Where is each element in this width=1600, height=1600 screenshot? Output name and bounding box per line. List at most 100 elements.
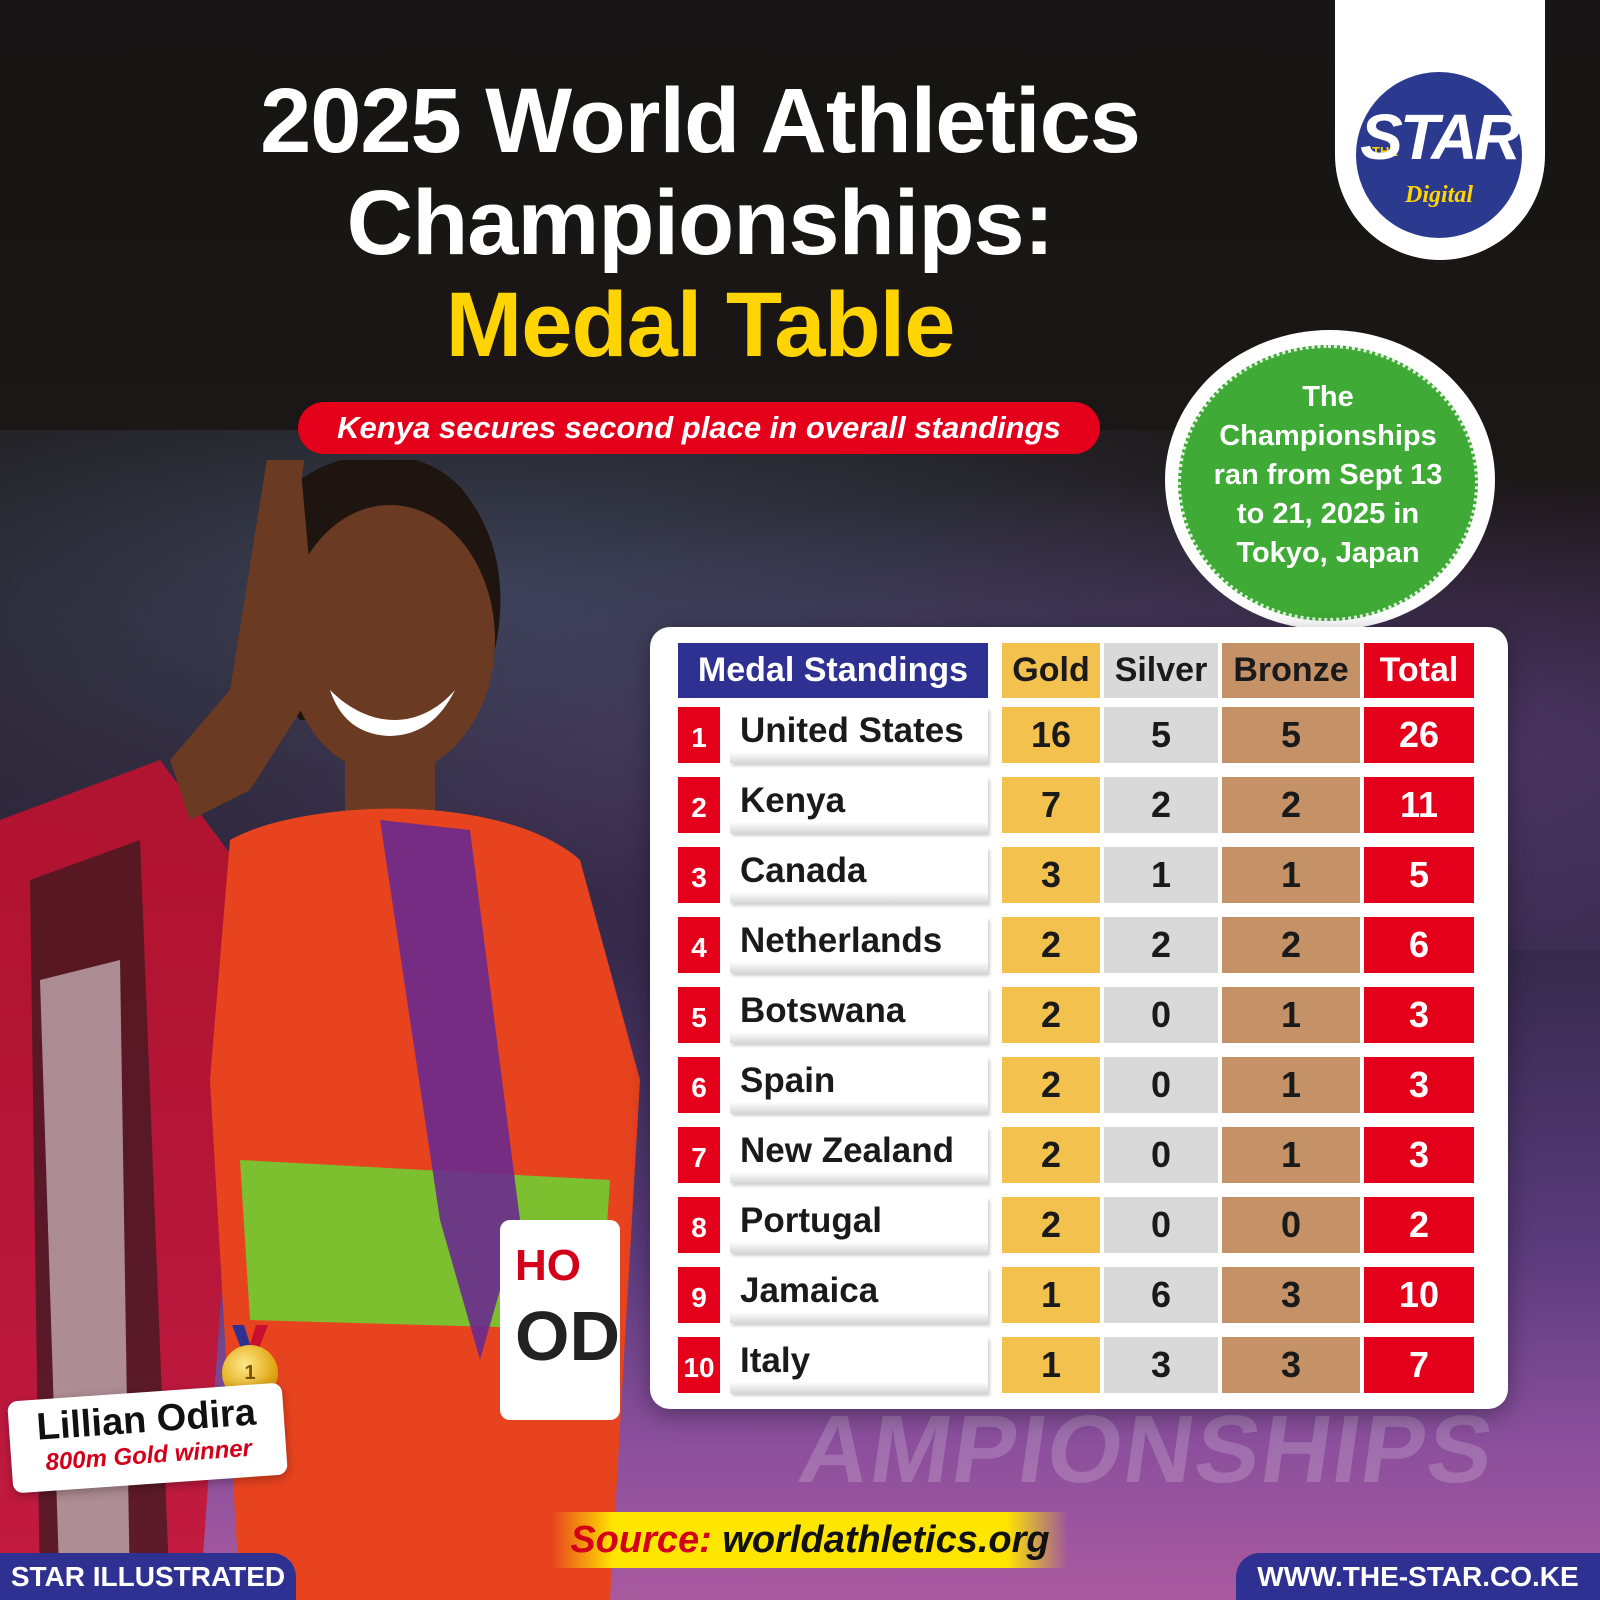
- source-line: Source: worldathletics.org: [552, 1512, 1068, 1568]
- table-row: 2 Kenya 7 2 2 11: [650, 777, 1508, 833]
- footer-star-illustrated: STAR ILLUSTRATED: [0, 1553, 296, 1600]
- logo-star-text: STAR: [1360, 101, 1520, 173]
- rank-badge: 7: [678, 1127, 720, 1183]
- total-count: 6: [1364, 917, 1474, 973]
- country-name: New Zealand: [730, 1127, 988, 1183]
- gold-count: 3: [1002, 847, 1100, 903]
- country-name: United States: [730, 707, 988, 763]
- country-name: Jamaica: [730, 1267, 988, 1323]
- total-count: 3: [1364, 987, 1474, 1043]
- table-row: 1 United States 16 5 5 26: [650, 707, 1508, 763]
- bronze-count: 2: [1222, 777, 1360, 833]
- subtitle-banner: Kenya secures second place in overall st…: [298, 402, 1100, 454]
- table-row: 4 Netherlands 2 2 2 6: [650, 917, 1508, 973]
- rank-badge: 3: [678, 847, 720, 903]
- table-row: 7 New Zealand 2 0 1 3: [650, 1127, 1508, 1183]
- gold-count: 2: [1002, 1197, 1100, 1253]
- silver-count: 6: [1104, 1267, 1218, 1323]
- gold-count: 16: [1002, 707, 1100, 763]
- badge-line: ran from Sept 13: [1213, 459, 1443, 491]
- badge-line: to 21, 2025 in: [1236, 498, 1420, 530]
- source-value[interactable]: worldathletics.org: [722, 1519, 1050, 1561]
- badge-line: The: [1302, 381, 1354, 413]
- bronze-count: 0: [1222, 1197, 1360, 1253]
- silver-count: 0: [1104, 987, 1218, 1043]
- logo-the-text: THE: [1372, 144, 1398, 159]
- silver-count: 0: [1104, 1057, 1218, 1113]
- bronze-count: 3: [1222, 1267, 1360, 1323]
- table-row: 10 Italy 1 3 3 7: [650, 1337, 1508, 1393]
- athlete-caption: Lillian Odira 800m Gold winner: [7, 1382, 288, 1494]
- table-row: 9 Jamaica 1 6 3 10: [650, 1267, 1508, 1323]
- bronze-count: 1: [1222, 1057, 1360, 1113]
- total-count: 26: [1364, 707, 1474, 763]
- header-total: Total: [1364, 643, 1474, 698]
- header-gold: Gold: [1002, 643, 1100, 698]
- title-line-3: Medal Table: [445, 274, 956, 376]
- rank-badge: 10: [678, 1337, 720, 1393]
- country-name: Botswana: [730, 987, 988, 1043]
- rank-badge: 6: [678, 1057, 720, 1113]
- svg-text:HO: HO: [515, 1241, 581, 1290]
- rank-badge: 8: [678, 1197, 720, 1253]
- country-name: Spain: [730, 1057, 988, 1113]
- country-name: Kenya: [730, 777, 988, 833]
- silver-count: 2: [1104, 777, 1218, 833]
- background-championships-text: AMPIONSHIPS: [792, 1396, 1502, 1503]
- title-line-1: 2025 World Athletics: [260, 70, 1141, 172]
- svg-text:OD: OD: [515, 1297, 620, 1375]
- table-row: 3 Canada 3 1 1 5: [650, 847, 1508, 903]
- rank-badge: 2: [678, 777, 720, 833]
- bronze-count: 3: [1222, 1337, 1360, 1393]
- silver-count: 1: [1104, 847, 1218, 903]
- title-line-2: Championships:: [346, 172, 1055, 274]
- country-name: Netherlands: [730, 917, 988, 973]
- country-name: Italy: [730, 1337, 988, 1393]
- the-star-logo[interactable]: THE STAR Digital: [1356, 72, 1522, 238]
- bronze-count: 1: [1222, 1127, 1360, 1183]
- rank-badge: 1: [678, 707, 720, 763]
- silver-count: 0: [1104, 1197, 1218, 1253]
- total-count: 11: [1364, 777, 1474, 833]
- footer-website-link[interactable]: WWW.THE-STAR.CO.KE: [1236, 1553, 1600, 1600]
- total-count: 2: [1364, 1197, 1474, 1253]
- badge-line: Championships: [1219, 420, 1437, 452]
- bronze-count: 5: [1222, 707, 1360, 763]
- total-count: 3: [1364, 1057, 1474, 1113]
- bronze-count: 1: [1222, 847, 1360, 903]
- table-row: 6 Spain 2 0 1 3: [650, 1057, 1508, 1113]
- gold-count: 1: [1002, 1267, 1100, 1323]
- gold-count: 2: [1002, 917, 1100, 973]
- gold-count: 2: [1002, 1057, 1100, 1113]
- medal-ribbon-icon: [232, 1325, 268, 1351]
- gold-count: 7: [1002, 777, 1100, 833]
- total-count: 5: [1364, 847, 1474, 903]
- total-count: 10: [1364, 1267, 1474, 1323]
- rank-badge: 5: [678, 987, 720, 1043]
- silver-count: 3: [1104, 1337, 1218, 1393]
- silver-count: 5: [1104, 707, 1218, 763]
- silver-count: 0: [1104, 1127, 1218, 1183]
- gold-count: 2: [1002, 1127, 1100, 1183]
- gold-count: 1: [1002, 1337, 1100, 1393]
- logo-digital-text: Digital: [1404, 182, 1473, 208]
- bronze-count: 2: [1222, 917, 1360, 973]
- rank-badge: 4: [678, 917, 720, 973]
- header-medal-standings: Medal Standings: [678, 643, 988, 698]
- country-name: Portugal: [730, 1197, 988, 1253]
- table-row: 8 Portugal 2 0 0 2: [650, 1197, 1508, 1253]
- table-row: 5 Botswana 2 0 1 3: [650, 987, 1508, 1043]
- championship-dates-badge: The Championships ran from Sept 13 to 21…: [1178, 345, 1478, 621]
- gold-count: 2: [1002, 987, 1100, 1043]
- medal-table: Medal Standings Gold Silver Bronze Total…: [650, 627, 1508, 1409]
- header-silver: Silver: [1104, 643, 1218, 698]
- total-count: 7: [1364, 1337, 1474, 1393]
- silver-count: 2: [1104, 917, 1218, 973]
- source-label: Source:: [570, 1519, 712, 1561]
- page-title: 2025 World Athletics Championships: Meda…: [0, 70, 1400, 376]
- bronze-count: 1: [1222, 987, 1360, 1043]
- badge-line: Tokyo, Japan: [1236, 537, 1420, 569]
- total-count: 3: [1364, 1127, 1474, 1183]
- rank-badge: 9: [678, 1267, 720, 1323]
- country-name: Canada: [730, 847, 988, 903]
